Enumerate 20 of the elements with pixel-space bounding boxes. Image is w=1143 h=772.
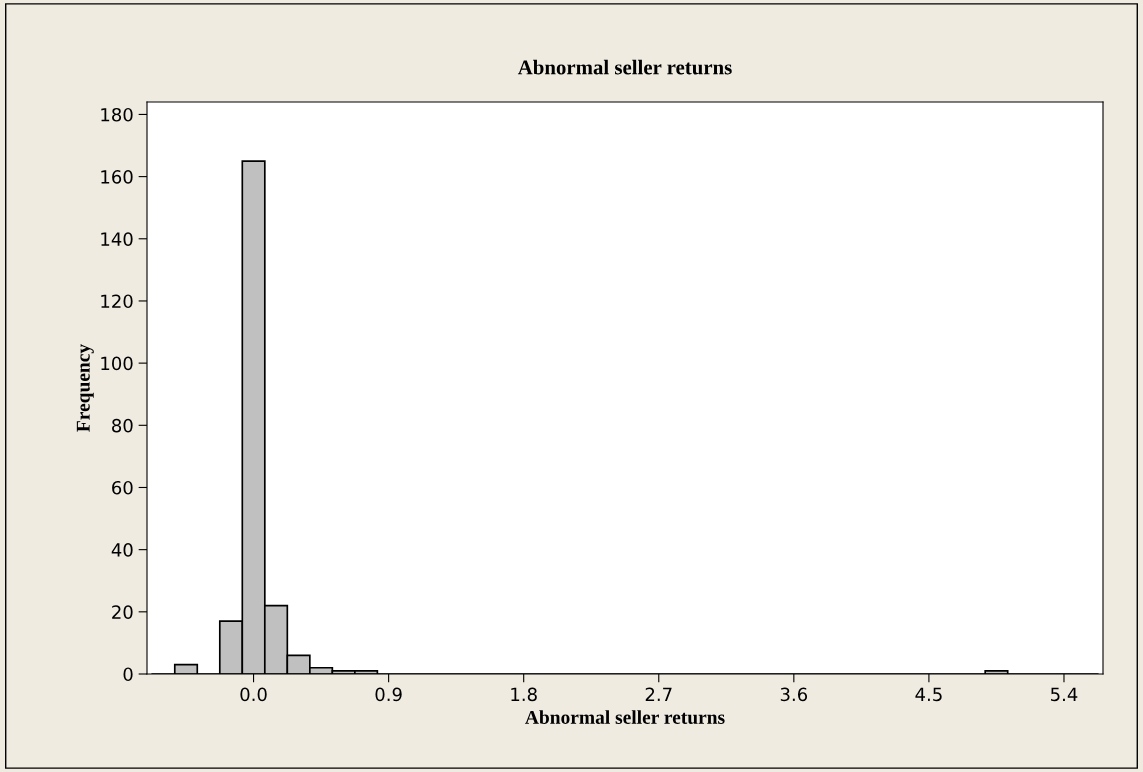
y-tick-label: 140	[101, 232, 133, 246]
chart-title: Abnormal seller returns	[517, 59, 732, 75]
y-tick-label: 40	[111, 543, 133, 557]
x-tick-label: 0.9	[375, 687, 402, 702]
y-tick-label: 20	[112, 605, 133, 619]
x-tick-label: 3.6	[780, 687, 808, 702]
y-tick-label: 80	[112, 418, 133, 433]
x-tick-label: 4.5	[915, 687, 942, 702]
y-axis-title: Frequency	[76, 344, 94, 432]
y-tick-label: 0	[123, 667, 133, 682]
y-tick-label: 60	[112, 480, 133, 495]
x-tick-label: 5.4	[1051, 687, 1078, 702]
y-tick-label: 160	[101, 170, 133, 184]
x-tick-label: 1.8	[511, 687, 537, 702]
x-axis-title: Abnormal seller returns	[525, 710, 725, 724]
y-tick-label: 180	[101, 107, 133, 122]
x-tick-label: 2.7	[645, 687, 672, 701]
y-tick-label: 100	[101, 356, 133, 371]
y-tick-label: 120	[101, 294, 133, 309]
x-tick-label: 0.0	[240, 687, 267, 702]
